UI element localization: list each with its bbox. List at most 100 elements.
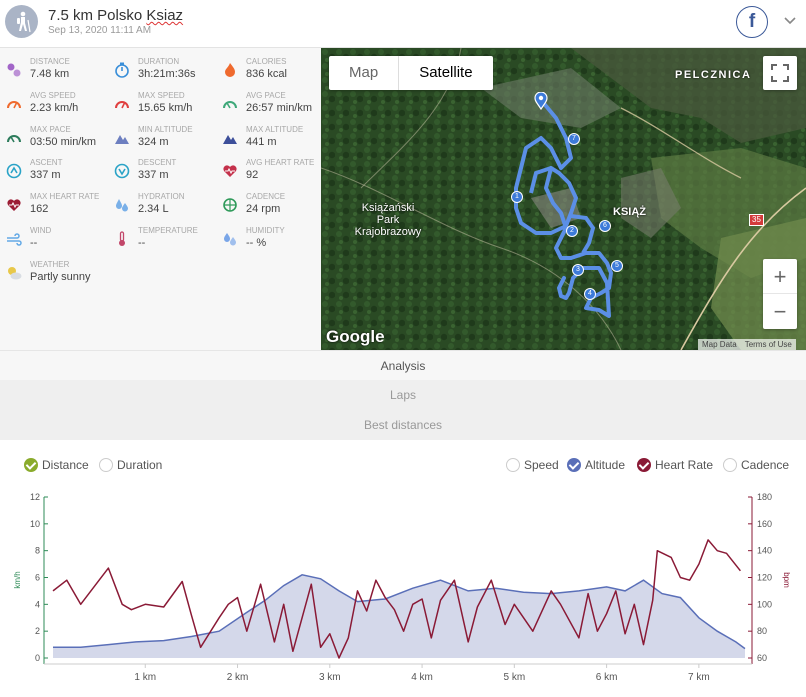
- toggle-heart-rate-label: Heart Rate: [655, 458, 714, 472]
- zoom-in-button[interactable]: +: [763, 259, 797, 294]
- stat-value: 24 rpm: [246, 203, 281, 215]
- map-type-map-button[interactable]: Map: [329, 56, 400, 90]
- zoom-out-button[interactable]: −: [773, 299, 787, 324]
- toggle-cadence[interactable]: Cadence: [723, 458, 789, 472]
- cadence-icon: [222, 197, 238, 213]
- stat-max-speed: MAX SPEED 15.65 km/h: [108, 89, 216, 121]
- map-type-switch: Map Satellite: [329, 56, 493, 90]
- checked-icon: [567, 458, 581, 472]
- stat-label: MAX PACE: [30, 125, 71, 134]
- stat-duration: DURATION 3h:21m:36s: [108, 55, 216, 87]
- toggle-duration-label: Duration: [117, 458, 163, 472]
- stat-value: -- %: [246, 237, 267, 249]
- stat-value: 337 m: [138, 169, 169, 181]
- toggle-altitude-label: Altitude: [585, 458, 626, 472]
- chart-canvas: 0 2 4 6 8 10 12 60 80 100 120 140 160 180 km/h bpm 1 km 2…: [13, 492, 791, 683]
- stat-cadence: CADENCE 24 rpm: [216, 190, 324, 222]
- unchecked-icon: [723, 458, 737, 472]
- toggle-distance[interactable]: Distance: [24, 458, 89, 472]
- map-type-satellite-button[interactable]: Satellite: [419, 64, 473, 81]
- route-marker-7[interactable]: 7: [568, 133, 580, 145]
- altitude-line: [53, 574, 746, 650]
- distance-icon: [6, 62, 22, 78]
- stat-hydration: HYDRATION 2.34 L: [108, 190, 216, 222]
- x-axis-tick-label: 2 km: [227, 672, 249, 683]
- toggle-speed[interactable]: Speed: [506, 458, 559, 472]
- activity-datetime: Sep 13, 2020 11:11 AM: [48, 25, 152, 36]
- stat-label: MAX ALTITUDE: [246, 125, 304, 134]
- stat-label: DESCENT: [138, 158, 177, 167]
- stat-value: 03:50 min/km: [30, 136, 97, 148]
- speedometer-icon: [114, 96, 130, 112]
- stat-max-pace: MAX PACE 03:50 min/km: [0, 123, 108, 155]
- unchecked-icon: [506, 458, 520, 472]
- stat-label: WEATHER: [30, 260, 70, 269]
- stat-temperature: TEMPERATURE --: [108, 224, 216, 256]
- tab-analysis[interactable]: Analysis: [0, 350, 806, 380]
- route-marker-2[interactable]: 2: [566, 225, 578, 237]
- facebook-icon: f: [748, 11, 756, 32]
- route-marker-3[interactable]: 3: [572, 264, 584, 276]
- stat-value: 15.65 km/h: [138, 102, 193, 114]
- stat-value: 324 m: [138, 136, 169, 148]
- stat-value: 836 kcal: [246, 68, 287, 80]
- thermometer-icon: [114, 231, 130, 247]
- park-label: Książański Park Krajobrazowy: [347, 202, 429, 238]
- terms-link[interactable]: Terms of Use: [744, 340, 792, 349]
- heart-rate-icon: [222, 163, 238, 179]
- tab-best-distances[interactable]: Best distances: [0, 410, 806, 440]
- toggle-speed-label: Speed: [524, 458, 559, 472]
- x-axis-tick-label: 5 km: [503, 672, 525, 683]
- pace-gauge-icon: [6, 130, 22, 146]
- right-axis-label: bpm: [782, 572, 791, 588]
- stat-max-heart-rate: MAX HEART RATE 162: [0, 190, 108, 222]
- descent-icon: [114, 163, 130, 179]
- tab-laps[interactable]: Laps: [0, 380, 806, 410]
- left-axis-tick-label: 0: [35, 653, 40, 663]
- start-pin-icon[interactable]: [534, 92, 548, 110]
- speedometer-icon: [6, 96, 22, 112]
- stat-humidity: HUMIDITY -- %: [216, 224, 324, 256]
- activity-title: 7.5 km Polsko Ksiaz: [48, 7, 183, 24]
- left-axis-tick-label: 10: [30, 519, 40, 529]
- route-marker-4[interactable]: 4: [584, 288, 596, 300]
- stat-label: ASCENT: [30, 158, 63, 167]
- wind-icon: [6, 231, 22, 247]
- stat-label: CALORIES: [246, 57, 287, 66]
- route-marker-1[interactable]: 1: [511, 191, 523, 203]
- mountain-icon: [222, 130, 238, 146]
- toggle-heart-rate[interactable]: Heart Rate: [637, 458, 713, 472]
- stat-value: 92: [246, 169, 259, 181]
- checked-icon: [637, 458, 651, 472]
- stat-avg-heart-rate: AVG HEART RATE 92: [216, 156, 324, 188]
- activity-header: 7.5 km Polsko Ksiaz Sep 13, 2020 11:11 A…: [0, 0, 806, 48]
- left-axis-tick-label: 8: [35, 546, 40, 556]
- toggle-cadence-label: Cadence: [741, 458, 790, 472]
- x-axis-tick-label: 6 km: [596, 672, 618, 683]
- google-logo: Google: [326, 327, 385, 346]
- stat-descent: DESCENT 337 m: [108, 156, 216, 188]
- route-marker-6[interactable]: 6: [599, 220, 611, 232]
- route-marker-5[interactable]: 5: [611, 260, 623, 272]
- pace-gauge-icon: [222, 96, 238, 112]
- right-axis-tick-label: 120: [757, 573, 772, 583]
- chevron-down-icon[interactable]: [782, 13, 798, 29]
- altitude-area: [53, 574, 745, 658]
- stat-label: TEMPERATURE: [138, 226, 198, 235]
- stat-min-altitude: MIN ALTITUDE 324 m: [108, 123, 216, 155]
- activity-type-avatar[interactable]: [5, 5, 38, 38]
- facebook-share-button[interactable]: f: [736, 6, 768, 38]
- left-axis-tick-label: 12: [30, 492, 40, 502]
- satellite-imagery: [321, 48, 806, 350]
- stat-weather: WEATHER Partly sunny: [0, 258, 108, 290]
- right-axis-tick-label: 160: [757, 519, 772, 529]
- map-data-link[interactable]: Map Data: [702, 340, 737, 349]
- x-axis-tick-label: 7 km: [688, 672, 710, 683]
- heart-rate-icon: [6, 197, 22, 213]
- fullscreen-button[interactable]: [763, 56, 797, 90]
- toggle-altitude[interactable]: Altitude: [567, 458, 625, 472]
- stat-value: 337 m: [30, 169, 61, 181]
- toggle-duration[interactable]: Duration: [99, 458, 162, 472]
- zoom-control: + −: [763, 259, 797, 329]
